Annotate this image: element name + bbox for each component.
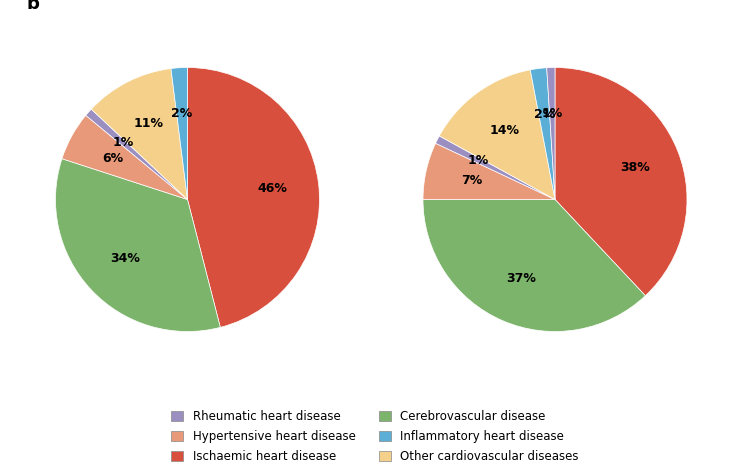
Text: 2%: 2% xyxy=(172,107,193,120)
Text: 14%: 14% xyxy=(490,124,520,137)
Wedge shape xyxy=(62,115,188,200)
Text: 7%: 7% xyxy=(460,174,482,187)
Legend: Rheumatic heart disease, Hypertensive heart disease, Ischaemic heart disease, Ce: Rheumatic heart disease, Hypertensive he… xyxy=(165,404,585,469)
Text: 46%: 46% xyxy=(258,182,287,195)
Text: 11%: 11% xyxy=(134,116,164,130)
Wedge shape xyxy=(547,67,555,200)
Text: 1%: 1% xyxy=(468,154,489,167)
Wedge shape xyxy=(171,67,188,200)
Text: 38%: 38% xyxy=(620,162,650,174)
Text: 6%: 6% xyxy=(102,152,123,165)
Wedge shape xyxy=(436,136,555,200)
Text: 1%: 1% xyxy=(112,136,134,149)
Text: 1%: 1% xyxy=(542,107,563,120)
Wedge shape xyxy=(92,68,188,200)
Wedge shape xyxy=(530,68,555,200)
Wedge shape xyxy=(423,200,645,332)
Wedge shape xyxy=(86,109,188,200)
Wedge shape xyxy=(56,159,220,332)
Text: 34%: 34% xyxy=(110,252,140,265)
Wedge shape xyxy=(555,67,687,296)
Text: 2%: 2% xyxy=(533,108,555,121)
Wedge shape xyxy=(423,143,555,200)
Wedge shape xyxy=(188,67,320,327)
Text: b: b xyxy=(27,0,40,13)
Wedge shape xyxy=(440,70,555,200)
Text: 37%: 37% xyxy=(506,272,536,285)
